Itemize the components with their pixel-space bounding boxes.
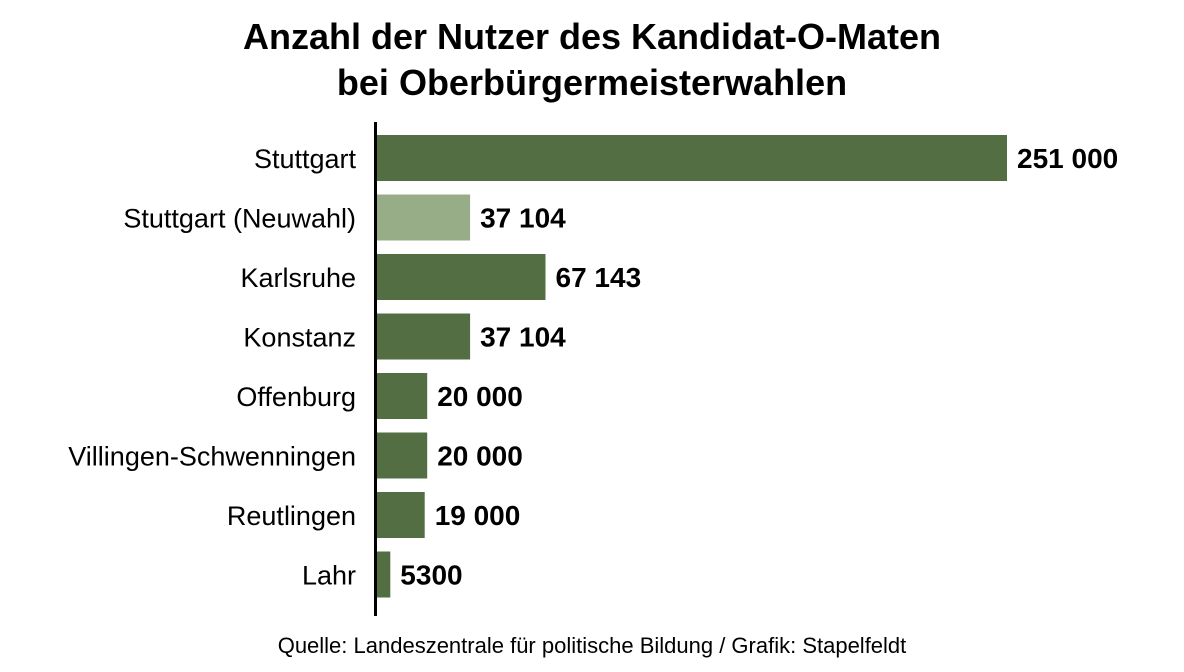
category-label-0: Stuttgart <box>254 144 357 174</box>
value-label-5: 20 000 <box>437 441 523 472</box>
value-label-7: 5300 <box>400 560 462 591</box>
source-note: Quelle: Landeszentrale für politische Bi… <box>277 633 907 658</box>
category-label-6: Reutlingen <box>227 501 356 531</box>
category-label-5: Villingen-Schwenningen <box>68 442 356 472</box>
category-label-2: Karlsruhe <box>240 263 356 293</box>
bar-4 <box>377 373 428 419</box>
category-label-3: Konstanz <box>243 323 356 353</box>
bar-1 <box>377 194 471 241</box>
bar-7 <box>377 551 391 598</box>
category-label-4: Offenburg <box>236 382 356 412</box>
value-label-3: 37 104 <box>480 322 566 353</box>
chart-title-line-1: Anzahl der Nutzer des Kandidat-O-Maten <box>242 16 942 57</box>
value-label-2: 67 143 <box>556 262 642 293</box>
value-label-6: 19 000 <box>435 500 521 531</box>
bar-2 <box>377 254 546 300</box>
value-label-1: 37 104 <box>480 203 566 234</box>
value-label-4: 20 000 <box>437 381 523 412</box>
chart-title: Anzahl der Nutzer des Kandidat-O-Maten b… <box>0 14 1184 106</box>
value-label-0: 251 000 <box>1017 143 1118 174</box>
bar-3 <box>377 313 471 360</box>
chart-title-line-2: bei Oberbürgermeisterwahlen <box>336 62 848 103</box>
bar-6 <box>377 492 425 538</box>
bar-5 <box>377 432 428 479</box>
category-label-1: Stuttgart (Neuwahl) <box>123 204 356 234</box>
bar-0 <box>377 135 1007 181</box>
bar-chart: Stuttgart 251 000 Stuttgart (Neuwahl) 37 10… <box>68 122 1118 616</box>
category-label-7: Lahr <box>302 561 356 591</box>
